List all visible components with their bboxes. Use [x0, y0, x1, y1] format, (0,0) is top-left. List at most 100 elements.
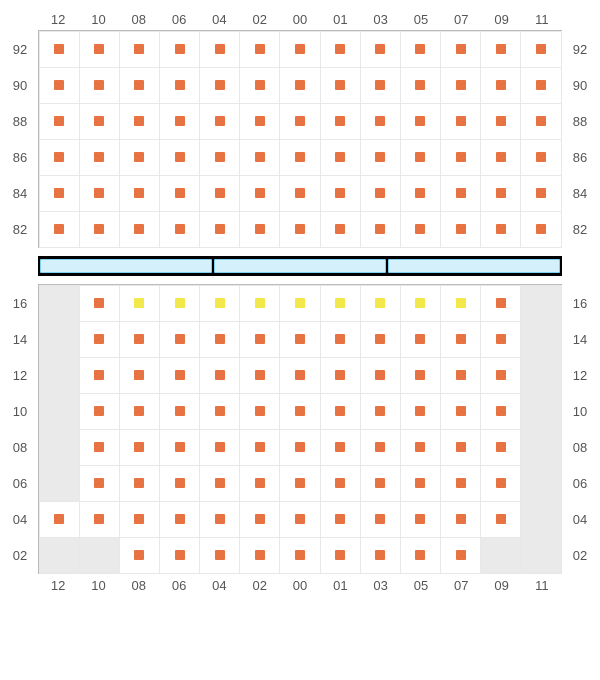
seat-cell[interactable]: [199, 211, 240, 248]
seat-cell[interactable]: [400, 321, 441, 358]
seat-cell[interactable]: [279, 103, 320, 140]
seat-cell[interactable]: [279, 465, 320, 502]
seat-cell[interactable]: [279, 357, 320, 394]
seat-cell[interactable]: [360, 175, 401, 212]
seat-cell[interactable]: [119, 211, 160, 248]
seat-cell[interactable]: [239, 67, 280, 104]
seat-cell[interactable]: [320, 285, 361, 322]
seat-cell[interactable]: [440, 67, 481, 104]
seat-cell[interactable]: [239, 175, 280, 212]
seat-cell[interactable]: [199, 175, 240, 212]
seat-cell[interactable]: [320, 465, 361, 502]
seat-cell[interactable]: [360, 285, 401, 322]
seat-cell[interactable]: [79, 103, 120, 140]
seat-cell[interactable]: [320, 211, 361, 248]
seat-cell[interactable]: [239, 501, 280, 538]
seat-cell[interactable]: [79, 429, 120, 466]
seat-cell[interactable]: [119, 357, 160, 394]
seat-cell[interactable]: [480, 429, 521, 466]
seat-cell[interactable]: [440, 139, 481, 176]
seat-cell[interactable]: [400, 139, 441, 176]
seat-cell[interactable]: [79, 211, 120, 248]
seat-cell[interactable]: [279, 139, 320, 176]
seat-cell[interactable]: [279, 67, 320, 104]
seat-cell[interactable]: [119, 67, 160, 104]
seat-cell[interactable]: [320, 175, 361, 212]
seat-cell[interactable]: [79, 285, 120, 322]
seat-cell[interactable]: [400, 537, 441, 574]
seat-cell[interactable]: [360, 465, 401, 502]
seat-cell[interactable]: [520, 175, 561, 212]
seat-cell[interactable]: [119, 139, 160, 176]
seat-cell[interactable]: [199, 357, 240, 394]
seat-cell[interactable]: [400, 465, 441, 502]
seat-cell[interactable]: [400, 285, 441, 322]
seat-cell[interactable]: [360, 429, 401, 466]
seat-cell[interactable]: [400, 357, 441, 394]
seat-cell[interactable]: [480, 67, 521, 104]
seat-cell[interactable]: [119, 285, 160, 322]
seat-cell[interactable]: [199, 465, 240, 502]
seat-cell[interactable]: [159, 393, 200, 430]
seat-cell[interactable]: [279, 537, 320, 574]
seat-cell[interactable]: [159, 285, 200, 322]
seat-cell[interactable]: [279, 31, 320, 68]
seat-cell[interactable]: [400, 429, 441, 466]
seat-cell[interactable]: [440, 103, 481, 140]
seat-cell[interactable]: [480, 139, 521, 176]
seat-cell[interactable]: [79, 393, 120, 430]
seat-cell[interactable]: [159, 31, 200, 68]
seat-cell[interactable]: [79, 321, 120, 358]
seat-cell[interactable]: [440, 501, 481, 538]
seat-cell[interactable]: [320, 537, 361, 574]
seat-cell[interactable]: [279, 321, 320, 358]
seat-cell[interactable]: [279, 285, 320, 322]
seat-cell[interactable]: [79, 67, 120, 104]
seat-cell[interactable]: [199, 321, 240, 358]
seat-cell[interactable]: [520, 31, 561, 68]
seat-cell[interactable]: [39, 501, 80, 538]
seat-cell[interactable]: [239, 537, 280, 574]
seat-cell[interactable]: [119, 31, 160, 68]
seat-cell[interactable]: [79, 139, 120, 176]
seat-cell[interactable]: [119, 321, 160, 358]
seat-cell[interactable]: [320, 67, 361, 104]
seat-cell[interactable]: [480, 31, 521, 68]
seat-cell[interactable]: [480, 321, 521, 358]
seat-cell[interactable]: [119, 175, 160, 212]
seat-cell[interactable]: [440, 31, 481, 68]
seat-cell[interactable]: [39, 139, 80, 176]
seat-cell[interactable]: [440, 321, 481, 358]
seat-cell[interactable]: [480, 501, 521, 538]
seat-cell[interactable]: [239, 429, 280, 466]
seat-cell[interactable]: [480, 103, 521, 140]
seat-cell[interactable]: [279, 429, 320, 466]
seat-cell[interactable]: [159, 537, 200, 574]
seat-cell[interactable]: [360, 393, 401, 430]
seat-cell[interactable]: [520, 139, 561, 176]
seat-cell[interactable]: [400, 103, 441, 140]
seat-cell[interactable]: [440, 285, 481, 322]
seat-cell[interactable]: [239, 393, 280, 430]
seat-cell[interactable]: [159, 139, 200, 176]
seat-cell[interactable]: [520, 103, 561, 140]
seat-cell[interactable]: [400, 67, 441, 104]
seat-cell[interactable]: [39, 211, 80, 248]
seat-cell[interactable]: [159, 211, 200, 248]
seat-cell[interactable]: [119, 501, 160, 538]
seat-cell[interactable]: [440, 537, 481, 574]
seat-cell[interactable]: [400, 175, 441, 212]
seat-cell[interactable]: [159, 465, 200, 502]
seat-cell[interactable]: [159, 357, 200, 394]
seat-cell[interactable]: [360, 357, 401, 394]
seat-cell[interactable]: [480, 175, 521, 212]
seat-cell[interactable]: [39, 103, 80, 140]
seat-cell[interactable]: [39, 175, 80, 212]
seat-cell[interactable]: [400, 211, 441, 248]
seat-cell[interactable]: [239, 31, 280, 68]
seat-cell[interactable]: [199, 537, 240, 574]
seat-cell[interactable]: [440, 357, 481, 394]
seat-cell[interactable]: [440, 429, 481, 466]
seat-cell[interactable]: [320, 357, 361, 394]
seat-cell[interactable]: [480, 211, 521, 248]
